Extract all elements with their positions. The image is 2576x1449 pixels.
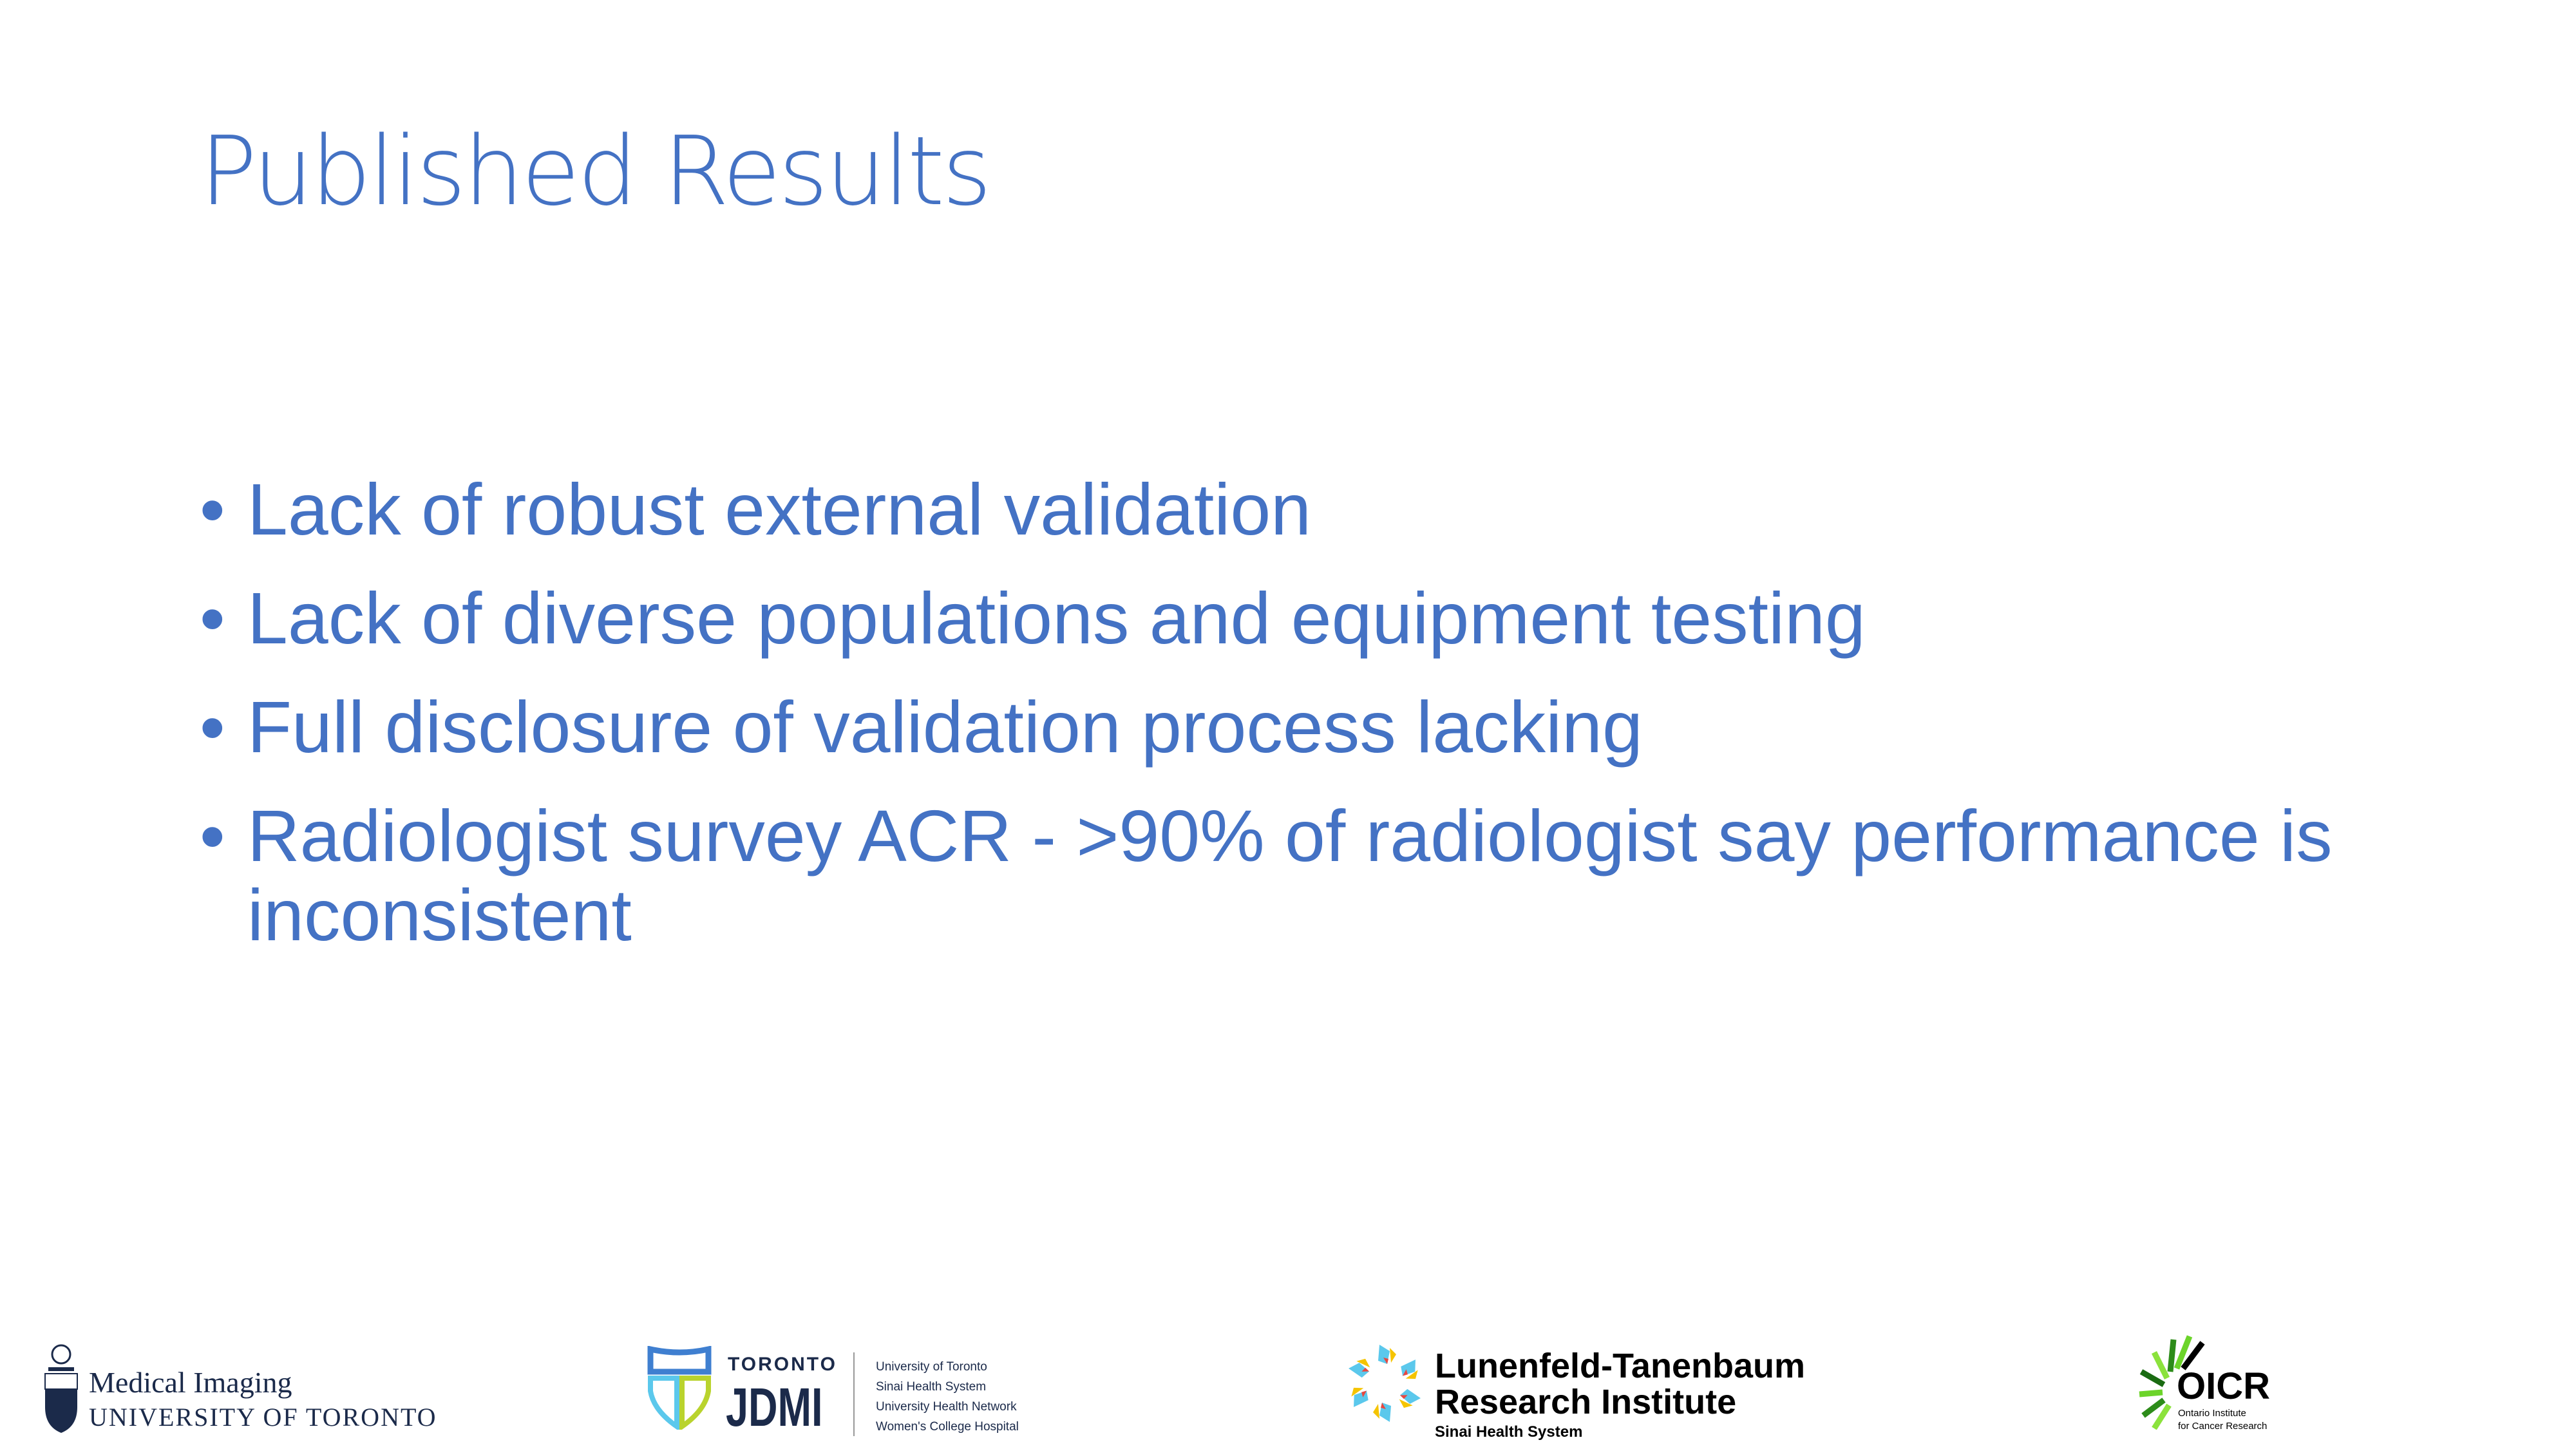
bullet-text: Lack of diverse populations and equipmen…	[247, 578, 1866, 659]
jdmi-shield-icon	[647, 1346, 712, 1430]
jdmi-partner: University of Toronto	[876, 1360, 987, 1374]
bullet-glyph: •	[200, 687, 225, 768]
uoft-medical-imaging-logo: Medical Imaging UNIVERSITY OF TORONTO	[39, 1343, 464, 1439]
oicr-name: OICR	[2177, 1365, 2270, 1407]
bullet-glyph: •	[200, 469, 225, 550]
bullet-text: Lack of robust external validation	[247, 469, 1312, 550]
bullet-item: • Radiologist survey ACR - >90% of radiol…	[200, 797, 2405, 955]
jdmi-divider	[853, 1352, 855, 1436]
ltri-line3: Sinai Health System	[1435, 1423, 1583, 1441]
ltri-line2: Research Institute	[1435, 1383, 1737, 1421]
bullet-item: • Lack of diverse populations and equipme…	[200, 579, 2454, 658]
jdmi-partner: Sinai Health System	[876, 1380, 987, 1394]
jdmi-partners: University of Toronto Sinai Health Syste…	[876, 1357, 1019, 1437]
bullet-glyph: •	[200, 578, 225, 659]
oicr-sub2: for Cancer Research	[2178, 1421, 2268, 1432]
ltri-logo: Lunenfeld-Tanenbaum Research Institute S…	[1346, 1332, 1805, 1444]
jdmi-partner: Women's College Hospital	[876, 1420, 1019, 1434]
jdmi-name: JDMI	[726, 1377, 823, 1437]
uoft-line2: UNIVERSITY OF TORONTO	[89, 1403, 437, 1432]
bullet-text: Full disclosure of validation process la…	[247, 687, 1643, 768]
jdmi-logo: TORONTO JDMI University of Toronto Sinai…	[647, 1343, 1034, 1439]
uoft-crest-icon	[44, 1344, 78, 1433]
oicr-burst-icon	[2139, 1335, 2205, 1430]
bullet-text: Radiologist survey ACR - >90% of radiolo…	[247, 795, 2333, 956]
slide-title: Published Results	[200, 116, 992, 227]
jdmi-partner: University Health Network	[876, 1400, 1017, 1414]
bullet-glyph: •	[200, 795, 225, 876]
jdmi-top: TORONTO	[728, 1354, 837, 1375]
uoft-line1: Medical Imaging	[89, 1366, 292, 1399]
bullet-item: • Lack of robust external validation	[200, 470, 2454, 549]
oicr-logo: OICR Ontario Institute for Cancer Resear…	[2138, 1333, 2293, 1439]
ltri-line1: Lunenfeld-Tanenbaum	[1435, 1347, 1805, 1385]
oicr-sub1: Ontario Institute	[2178, 1408, 2246, 1419]
bullet-item: • Full disclosure of validation process l…	[200, 688, 2454, 767]
bullet-list: • Lack of robust external validation • Lac…	[200, 470, 2454, 985]
ltri-star-icon	[1346, 1345, 1423, 1422]
